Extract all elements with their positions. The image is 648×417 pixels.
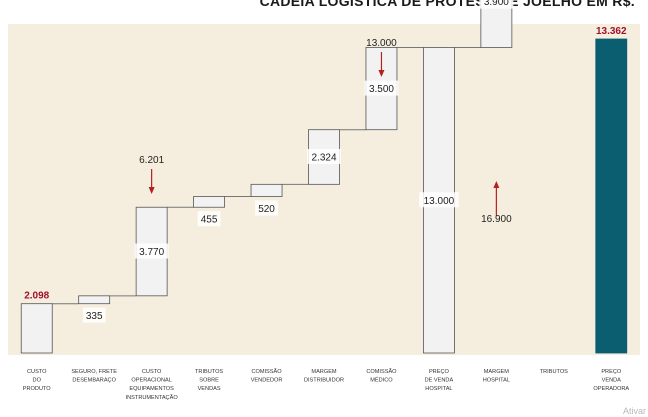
value-label: 2.098 — [24, 291, 49, 302]
annotation-label: 16.900 — [481, 214, 512, 225]
category-label: CUSTO DO PRODUTO — [23, 369, 52, 392]
category-label: PREÇO DE VENDA HOSPITAL — [425, 369, 454, 392]
value-label-bg — [307, 149, 341, 165]
category-label: CUSTO OPERACIONAL EQUIPAMENTOS INSTRUMENTAÇ… — [126, 369, 179, 401]
annotation-arrow-head — [493, 181, 500, 188]
category-label: COMISSÃO VENDEDOR — [251, 368, 283, 384]
category-label: MARGEM DISTRIBUIDOR — [304, 369, 344, 384]
value-label-bg — [134, 243, 169, 259]
value-label-bg — [197, 211, 221, 227]
value-label-bg — [255, 200, 278, 216]
category-label: MARGEM HOSPITAL — [483, 369, 510, 384]
annotation-arrow-head — [148, 187, 155, 194]
category-label: TRIBUTOS SOBRE VENDAS — [195, 369, 223, 392]
value-label-bg — [364, 80, 399, 96]
category-label: PREÇO VENDA OPERADORA — [593, 369, 629, 392]
value-label: 13.000 — [424, 196, 455, 207]
bar — [20, 303, 53, 354]
value-label-bg — [479, 0, 514, 9]
value-label: 455 — [201, 215, 218, 226]
value-label-bg — [419, 192, 459, 208]
value-label: 3.500 — [369, 84, 394, 95]
value-label: 335 — [86, 311, 103, 322]
plot-background — [8, 24, 640, 355]
value-label: 520 — [258, 204, 275, 215]
value-label: 2.324 — [311, 153, 336, 164]
bar — [78, 295, 111, 305]
chart-title: CADEIA LOGÍSTICA DE PRÓTESE DE JOELHO EM… — [259, 0, 635, 9]
value-label: 13.362 — [596, 26, 627, 37]
value-label: 3.770 — [139, 247, 164, 258]
annotation-arrow-head — [378, 70, 385, 77]
category-label: COMISSÃO MÉDICO — [366, 368, 397, 384]
value-label-bg — [82, 307, 106, 323]
annotation-label: 6.201 — [139, 155, 164, 166]
category-label: TRIBUTOS — [540, 369, 568, 375]
annotation-label: 13.000 — [366, 38, 397, 49]
category-label: SEGURO, FRETE DESEMBARAÇO — [71, 369, 117, 384]
watermark-text: Ativar — [622, 406, 646, 416]
bar — [250, 183, 283, 197]
value-label: 3.900 — [484, 0, 509, 8]
bar — [595, 38, 628, 354]
bar — [193, 196, 225, 208]
